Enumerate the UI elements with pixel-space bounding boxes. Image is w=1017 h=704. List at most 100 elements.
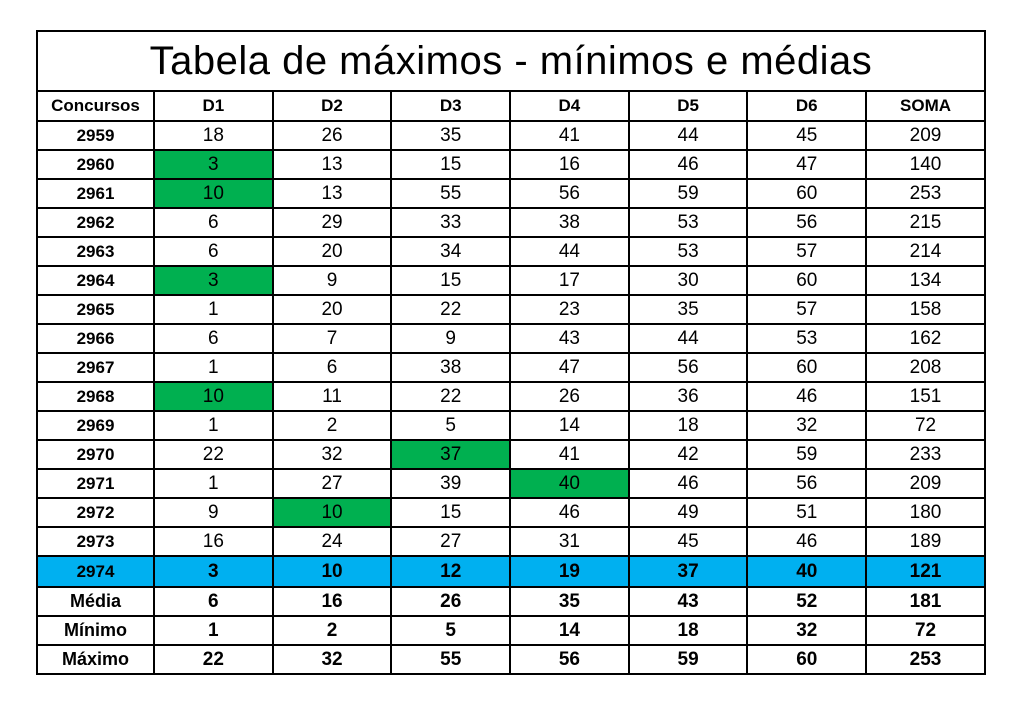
cell-soma: 214	[865, 236, 986, 267]
table-row: 2964 3 9 15 17 30 60 134	[36, 265, 986, 296]
cell-d4: 31	[509, 526, 630, 557]
cell-d4: 23	[509, 294, 630, 325]
cell-d2: 26	[271, 120, 393, 151]
cell-d1: 18	[153, 120, 274, 151]
cell-d2: 2	[271, 410, 393, 441]
cell-d2: 10	[271, 497, 393, 528]
header-d1: D1	[153, 90, 274, 122]
cell-soma: 134	[865, 265, 986, 296]
cell-d1: 1	[153, 468, 274, 499]
cell-d3: 15	[390, 265, 512, 296]
cell-d5: 59	[627, 178, 749, 209]
summary-cell-d4: 56	[509, 644, 630, 675]
cell-d4: 43	[509, 323, 630, 354]
cell-d2: 20	[271, 294, 393, 325]
cell-d3: 33	[390, 207, 512, 238]
summary-cell-d2: 32	[271, 644, 393, 675]
cell-d5: 46	[627, 149, 749, 180]
cell-d3: 5	[390, 410, 512, 441]
cell-d6: 53	[746, 323, 868, 354]
table-row: 2968 10 11 22 26 36 46 151	[36, 381, 986, 412]
cell-soma: 208	[865, 352, 986, 383]
summary-cell-d1: 6	[153, 586, 274, 617]
header-d6: D6	[746, 90, 868, 122]
summary-row-maximo: Máximo 22 32 55 56 59 60 253	[36, 644, 986, 675]
summary-cell-concurso: Média	[36, 586, 155, 617]
cell-d6: 47	[746, 149, 868, 180]
cell-soma: 215	[865, 207, 986, 238]
summary-cell-d1: 22	[153, 644, 274, 675]
cell-d6: 56	[746, 207, 868, 238]
header-d5: D5	[627, 90, 749, 122]
cell-soma: 72	[865, 410, 986, 441]
summary-cell-d3: 26	[390, 586, 512, 617]
cell-d5: 44	[627, 120, 749, 151]
cell-d2: 7	[271, 323, 393, 354]
stats-table: Tabela de máximos - mínimos e médias Con…	[36, 30, 986, 675]
table-row: 2969 1 2 5 14 18 32 72	[36, 410, 986, 441]
cell-concurso: 2966	[36, 323, 155, 354]
summary-cell-concurso: Máximo	[36, 644, 155, 675]
cell-concurso: 2971	[36, 468, 155, 499]
stats-table-sheet: Tabela de máximos - mínimos e médias Con…	[36, 30, 986, 675]
cell-d6: 45	[746, 120, 868, 151]
table-title: Tabela de máximos - mínimos e médias	[36, 30, 986, 92]
title-row: Tabela de máximos - mínimos e médias	[36, 30, 986, 92]
cell-concurso: 2967	[36, 352, 155, 383]
cell-d4: 47	[509, 352, 630, 383]
cell-d4: 56	[509, 178, 630, 209]
cell-soma: 151	[865, 381, 986, 412]
table-row: 2963 6 20 34 44 53 57 214	[36, 236, 986, 267]
table-row: 2965 1 20 22 23 35 57 158	[36, 294, 986, 325]
cell-concurso: 2973	[36, 526, 155, 557]
cell-concurso: 2959	[36, 120, 155, 151]
cell-d5: 53	[627, 207, 749, 238]
cell-d5: 36	[627, 381, 749, 412]
cell-d1: 3	[153, 149, 274, 180]
cell-d2: 13	[271, 149, 393, 180]
summary-cell-soma: 253	[865, 644, 986, 675]
cell-d5: 56	[627, 352, 749, 383]
summary-row-media: Média 6 16 26 35 43 52 181	[36, 586, 986, 617]
cell-d6: 57	[746, 236, 868, 267]
cell-d2: 11	[271, 381, 393, 412]
cell-soma: 158	[865, 294, 986, 325]
cell-soma: 140	[865, 149, 986, 180]
cell-soma: 180	[865, 497, 986, 528]
header-d3: D3	[390, 90, 512, 122]
header-d4: D4	[509, 90, 630, 122]
cell-d1: 1	[153, 294, 274, 325]
cell-d5: 49	[627, 497, 749, 528]
summary-cell-soma: 72	[865, 615, 986, 646]
header-soma: SOMA	[865, 90, 986, 122]
table-body: 2959 18 26 35 41 44 45 209 2960 3 13 15 16 46 47 140 296…	[36, 120, 986, 588]
cell-d2: 9	[271, 265, 393, 296]
summary-rows: Média 6 16 26 35 43 52 181 Mínimo 1 2 5 14 18 32 72 Máxi…	[36, 586, 986, 675]
cell-d4: 44	[509, 236, 630, 267]
cell-d1: 16	[153, 526, 274, 557]
cell-d3: 55	[390, 178, 512, 209]
summary-cell-soma: 181	[865, 586, 986, 617]
table-row: 2973 16 24 27 31 45 46 189	[36, 526, 986, 557]
summary-cell-d5: 43	[627, 586, 749, 617]
cell-d1: 6	[153, 323, 274, 354]
cell-d5: 37	[627, 555, 749, 588]
table-row: 2970 22 32 37 41 42 59 233	[36, 439, 986, 470]
cell-d4: 41	[509, 120, 630, 151]
table-row: 2966 6 7 9 43 44 53 162	[36, 323, 986, 354]
summary-cell-d2: 16	[271, 586, 393, 617]
summary-cell-d5: 18	[627, 615, 749, 646]
cell-d3: 39	[390, 468, 512, 499]
summary-cell-d4: 35	[509, 586, 630, 617]
cell-d3: 15	[390, 149, 512, 180]
cell-d1: 9	[153, 497, 274, 528]
cell-d1: 3	[153, 265, 274, 296]
cell-d2: 20	[271, 236, 393, 267]
summary-cell-d5: 59	[627, 644, 749, 675]
header-d2: D2	[271, 90, 393, 122]
table-row: 2972 9 10 15 46 49 51 180	[36, 497, 986, 528]
cell-d6: 59	[746, 439, 868, 470]
table-row: 2960 3 13 15 16 46 47 140	[36, 149, 986, 180]
cell-d3: 22	[390, 294, 512, 325]
cell-d2: 24	[271, 526, 393, 557]
